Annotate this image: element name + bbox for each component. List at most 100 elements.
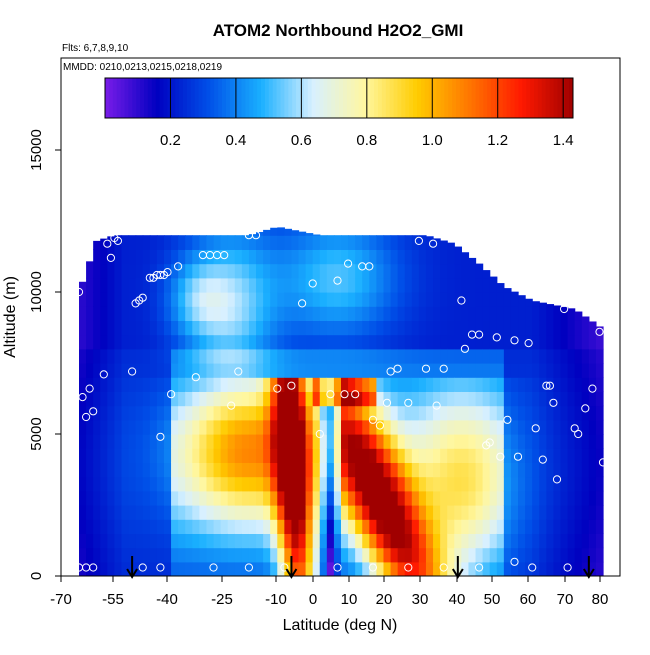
heatmap-cell [518, 476, 526, 492]
colorbar-segment [163, 78, 168, 118]
heatmap-cell [178, 306, 186, 321]
heatmap-cell [284, 434, 293, 449]
heatmap-cell [213, 277, 222, 293]
heatmap-cell [411, 490, 420, 506]
heatmap-cell [433, 419, 441, 435]
heatmap-cell [135, 476, 144, 492]
heatmap-cell [496, 561, 505, 576]
heatmap-cell [79, 281, 87, 293]
heatmap-cell [107, 263, 115, 279]
observation-point [344, 259, 353, 268]
heatmap-cell [588, 419, 597, 435]
heatmap-cell [263, 306, 271, 321]
heatmap-cell [454, 277, 462, 293]
heatmap-cell [270, 561, 278, 576]
heatmap-cell [503, 505, 512, 520]
heatmap-cell [291, 249, 300, 265]
observation-point [421, 364, 431, 373]
heatmap-cell [369, 334, 377, 350]
heatmap-cell [482, 306, 491, 321]
colorbar-segment [487, 78, 492, 118]
heatmap-cell [270, 348, 278, 364]
heatmap-cell [532, 377, 540, 392]
heatmap-cell [199, 348, 208, 364]
observation-point [138, 563, 147, 572]
heatmap-cell [199, 448, 208, 463]
heatmap-cell [305, 519, 314, 534]
heatmap-cell [503, 391, 512, 407]
observation-point [510, 336, 519, 345]
heatmap-cell [369, 348, 377, 364]
heatmap-cell [546, 434, 555, 449]
heatmap-cell [135, 363, 144, 378]
heatmap-cell [404, 434, 413, 449]
heatmap-cell [362, 320, 370, 336]
heatmap-cell [156, 320, 165, 336]
heatmap-cell [482, 519, 491, 534]
heatmap-cell [79, 448, 87, 463]
colorbar-segment [268, 78, 274, 118]
heatmap-cell [298, 434, 307, 449]
heatmap-cell [390, 334, 399, 350]
heatmap-cell [312, 419, 321, 435]
heatmap-cell [199, 405, 208, 421]
heatmap-cell [447, 320, 455, 336]
observation-point [552, 475, 562, 484]
heatmap-cell [227, 533, 236, 549]
heatmap-cell [411, 476, 420, 492]
heatmap-cell [227, 490, 236, 506]
heatmap-cell [546, 505, 555, 520]
heatmap-cell [333, 448, 342, 463]
heatmap-cell [348, 533, 356, 549]
heatmap-cell [256, 533, 264, 549]
heatmap-cell [468, 277, 477, 293]
heatmap-cell [326, 505, 335, 520]
heatmap-cell [418, 306, 427, 321]
heatmap-cell [581, 316, 590, 321]
heatmap-cell [425, 377, 434, 392]
heatmap-cell [298, 320, 307, 336]
heatmap-cell [362, 348, 370, 364]
heatmap-cell [503, 348, 512, 364]
heatmap-cell [341, 363, 349, 378]
heatmap-cell [156, 533, 165, 549]
heatmap-cell [553, 448, 562, 463]
heatmap-cell [454, 249, 462, 265]
heatmap-cell [588, 519, 597, 534]
heatmap-cell [263, 561, 271, 576]
heatmap-cell [440, 391, 448, 407]
heatmap-cell [142, 306, 151, 321]
heatmap-cell [227, 448, 236, 463]
heatmap-cell [312, 448, 321, 463]
heatmap-cell [489, 533, 498, 549]
heatmap-cell [489, 476, 498, 492]
heatmap-cell [163, 547, 172, 563]
colorbar-segment [456, 78, 461, 118]
heatmap-cell [291, 334, 300, 350]
heatmap-cell [475, 334, 484, 350]
heatmap-cell [546, 561, 555, 576]
heatmap-cell [397, 277, 406, 293]
heatmap-cell [425, 476, 434, 492]
heatmap-cell [171, 292, 179, 307]
heatmap-cell [227, 391, 236, 407]
heatmap-cell [107, 533, 115, 549]
heatmap-cell [234, 334, 243, 350]
heatmap-cell [100, 249, 108, 265]
heatmap-cell [525, 419, 533, 435]
heatmap-cell [468, 377, 477, 392]
heatmap-cell [114, 434, 123, 449]
heatmap-cell [518, 306, 526, 321]
heatmap-cell [192, 533, 200, 549]
heatmap-cell [291, 505, 300, 520]
heatmap-cell [206, 334, 215, 350]
heatmap-cell [227, 434, 236, 449]
heatmap-cell [433, 561, 441, 576]
heatmap-cell [185, 363, 193, 378]
colorbar-segment [530, 78, 535, 118]
observation-point [145, 273, 154, 282]
heatmap-cell [79, 306, 87, 321]
heatmap-cell [100, 405, 108, 421]
heatmap-cell [291, 462, 300, 478]
heatmap-cell [362, 462, 370, 478]
